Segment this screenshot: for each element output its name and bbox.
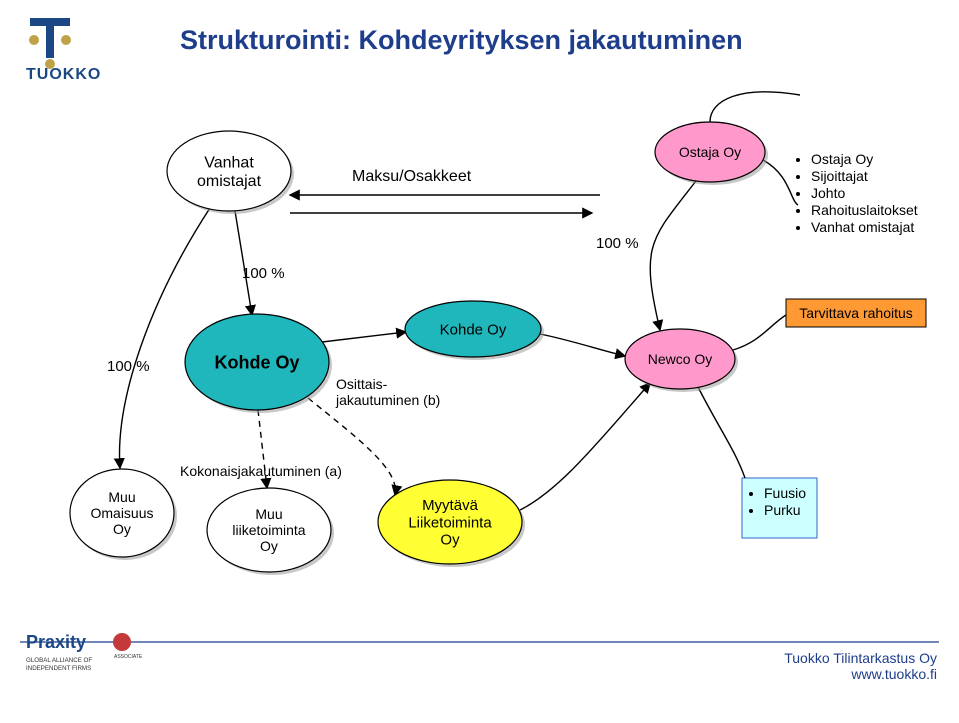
edge-ostaja-to-list (763, 160, 798, 205)
fuusio-item: Fuusio (764, 485, 820, 501)
edge-kohdebig-to-myytava (308, 398, 395, 495)
edge-ostaja-to-top (710, 92, 800, 122)
svg-text:Liiketoiminta: Liiketoiminta (408, 514, 492, 531)
page-title: Strukturointi: Kohdeyrityksen jakautumin… (180, 25, 743, 56)
fuusio-purku-list: Fuusio Purku (750, 485, 820, 518)
edge-newco-to-tarvittava (733, 315, 786, 350)
fuusio-purku-box: Fuusio Purku (750, 484, 820, 519)
svg-text:Oy: Oy (113, 521, 131, 537)
edge-vanhat-to-kohdebig (235, 211, 252, 315)
svg-text:Kohde Oy: Kohde Oy (214, 352, 299, 372)
label-100-c: 100 % (596, 235, 639, 252)
footer-site: www.tuokko.fi (784, 666, 937, 682)
svg-text:Tarvittava rahoitus: Tarvittava rahoitus (799, 305, 913, 321)
svg-text:Muu: Muu (255, 506, 282, 522)
praxity-logo: Praxity GLOBAL ALLIANCE OF INDEPENDENT F… (26, 628, 146, 693)
svg-text:GLOBAL ALLIANCE OF: GLOBAL ALLIANCE OF (26, 657, 92, 664)
purku-item: Purku (764, 502, 820, 518)
label-kokonais: Kokonaisjakautuminen (a) (180, 463, 342, 479)
svg-text:Myytävä: Myytävä (422, 497, 479, 514)
ostaja-list: Ostaja Oy Sijoittajat Johto Rahoituslait… (797, 151, 957, 235)
ostaja-list-item: Sijoittajat (811, 168, 957, 184)
svg-text:Omaisuus: Omaisuus (90, 505, 153, 521)
svg-text:Oy: Oy (440, 532, 460, 549)
svg-text:INDEPENDENT FIRMS: INDEPENDENT FIRMS (26, 665, 91, 672)
svg-text:Praxity: Praxity (26, 632, 86, 652)
label-100-b: 100 % (107, 358, 150, 375)
svg-text:omistajat: omistajat (197, 173, 262, 190)
tuokko-wordmark: TUOKKO (26, 66, 101, 84)
label-100-a: 100 % (242, 265, 285, 282)
ostaja-list-item: Ostaja Oy (811, 151, 957, 167)
title-text: Strukturointi: Kohdeyrityksen jakautumin… (180, 25, 743, 55)
label-maksu: Maksu/Osakkeet (352, 168, 471, 186)
edge-ostaja-to-newco (650, 181, 696, 330)
svg-text:Vanhat: Vanhat (204, 154, 254, 171)
footer-text: Tuokko Tilintarkastus Oy www.tuokko.fi (784, 650, 937, 682)
svg-text:liiketoiminta: liiketoiminta (232, 522, 305, 538)
edge-newco-to-myytava (520, 383, 650, 510)
svg-text:Muu: Muu (108, 489, 135, 505)
svg-text:Kohde Oy: Kohde Oy (440, 321, 507, 338)
ostaja-list-item: Vanhat omistajat (811, 219, 957, 235)
svg-text:ASSOCIATE: ASSOCIATE (114, 654, 143, 660)
svg-text:Newco Oy: Newco Oy (648, 351, 713, 367)
footer-company: Tuokko Tilintarkastus Oy (784, 650, 937, 666)
edge-newco-to-kohdesm (540, 334, 625, 356)
ostaja-list-box: Ostaja Oy Sijoittajat Johto Rahoituslait… (797, 150, 957, 236)
ostaja-list-item: Johto (811, 185, 957, 201)
edge-newco-to-fuusio (698, 387, 745, 478)
label-osittais: Osittais- jakautuminen (b) (336, 376, 440, 408)
ostaja-list-item: Rahoituslaitokset (811, 202, 957, 218)
svg-text:Ostaja Oy: Ostaja Oy (679, 144, 741, 160)
edge-kohdebig-to-kohdesm (322, 332, 406, 342)
svg-text:Oy: Oy (260, 538, 278, 554)
